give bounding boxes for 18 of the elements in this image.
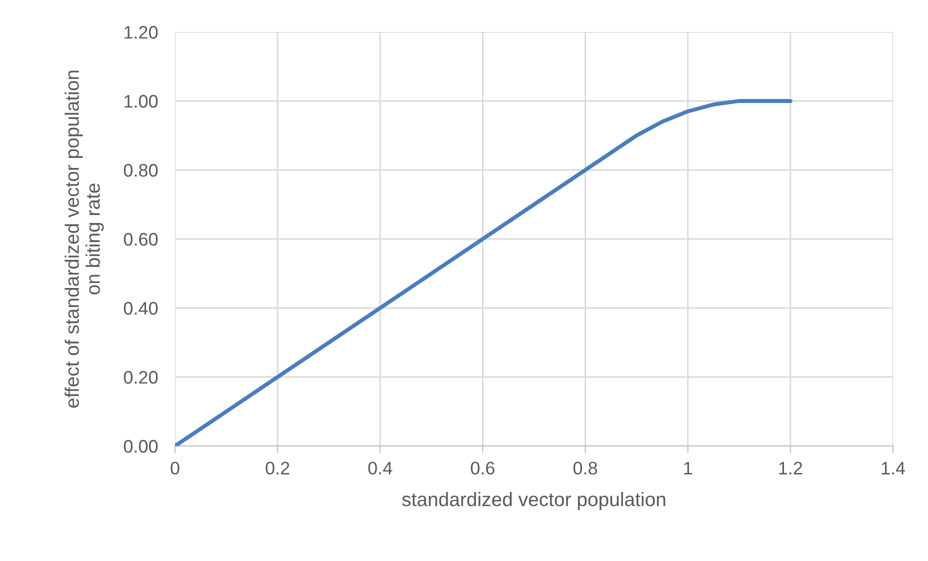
y-tick-label: 0.40 xyxy=(124,302,158,315)
x-tick-label: 1.4 xyxy=(882,462,906,474)
y-tick-label: 0.20 xyxy=(124,370,158,384)
y-tick-label: 1.20 xyxy=(124,26,158,39)
x-tick-label: 0.4 xyxy=(368,462,392,475)
y-axis-title: effect of standardized vector population on biting rate xyxy=(64,70,104,408)
line-series xyxy=(175,99,792,446)
y-tick-label: 0.00 xyxy=(124,440,158,453)
x-tick-label: 0 xyxy=(170,462,180,475)
x-axis-title: standardized vector population xyxy=(402,492,666,510)
x-tick-label: 1 xyxy=(684,462,692,474)
x-tick-label: 0.6 xyxy=(470,462,494,475)
y-tick-label: 0.60 xyxy=(124,232,158,246)
x-tick-label: 0.8 xyxy=(573,462,598,475)
x-tick-label: 0.2 xyxy=(266,462,290,475)
x-tick-label: 1.2 xyxy=(779,462,802,474)
y-tick-label: 0.80 xyxy=(124,164,158,177)
y-tick-label: 1.00 xyxy=(124,94,158,108)
